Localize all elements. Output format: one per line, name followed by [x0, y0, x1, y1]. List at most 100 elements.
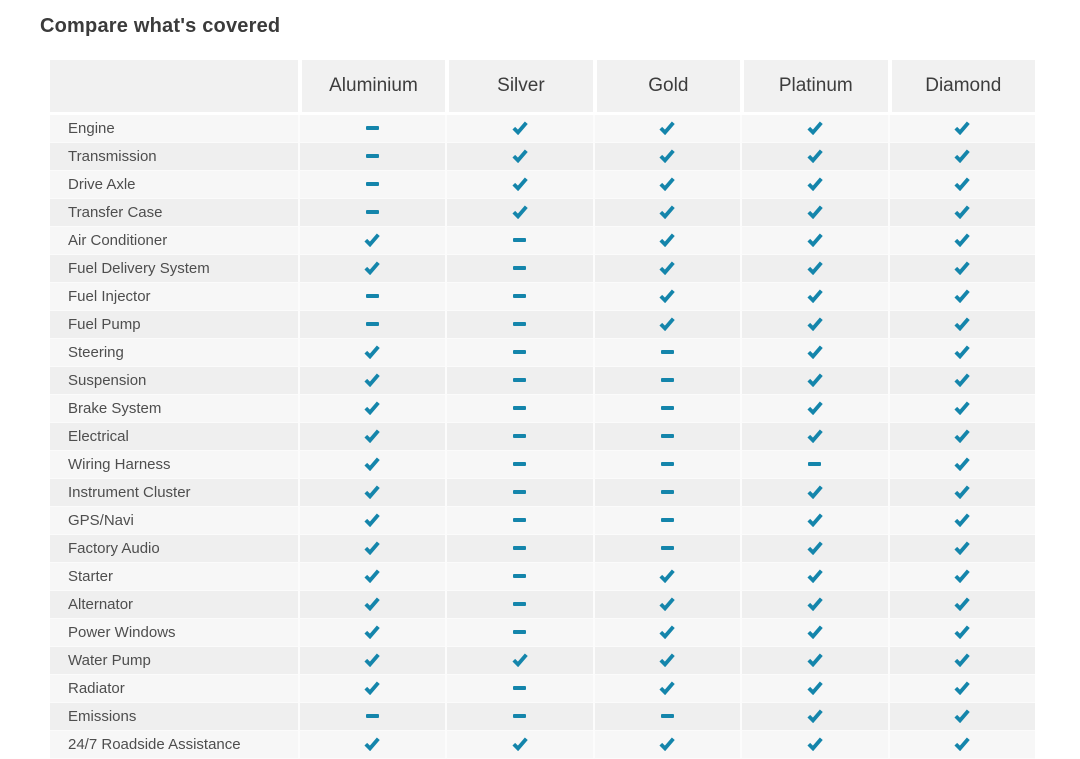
covered-cell: [740, 171, 888, 199]
table-row: Suspension: [50, 367, 1035, 395]
not-covered-cell: [592, 423, 741, 451]
check-icon: [364, 737, 381, 752]
column-header-silver: Silver: [445, 60, 593, 115]
covered-cell: [740, 283, 888, 311]
dash-icon: [660, 518, 674, 523]
covered-cell: [445, 143, 593, 171]
covered-cell: [740, 731, 888, 759]
covered-cell: [297, 535, 446, 563]
check-icon: [954, 457, 970, 472]
dash-icon: [513, 350, 527, 355]
dash-icon: [513, 434, 527, 439]
check-icon: [364, 261, 381, 276]
covered-cell: [592, 731, 741, 759]
table-row: Brake System: [50, 395, 1035, 423]
check-icon: [659, 597, 676, 612]
check-icon: [807, 541, 823, 556]
table-row: Fuel Pump: [50, 311, 1035, 339]
covered-cell: [740, 479, 888, 507]
table-row: Drive Axle: [50, 171, 1035, 199]
table-row: Fuel Delivery System: [50, 255, 1035, 283]
covered-cell: [297, 255, 446, 283]
covered-cell: [592, 283, 741, 311]
check-icon: [512, 177, 528, 192]
check-icon: [659, 177, 676, 192]
check-icon: [954, 121, 970, 136]
check-icon: [512, 737, 528, 752]
covered-cell: [592, 255, 741, 283]
check-icon: [954, 205, 970, 220]
not-covered-cell: [592, 451, 741, 479]
dash-icon: [660, 434, 674, 439]
row-label: Starter: [50, 563, 298, 591]
column-header-gold: Gold: [592, 60, 741, 115]
row-label: Alternator: [50, 591, 298, 619]
check-icon: [807, 121, 823, 136]
row-label: Wiring Harness: [50, 451, 298, 479]
not-covered-cell: [445, 675, 593, 703]
covered-cell: [297, 591, 446, 619]
row-label: Fuel Pump: [50, 311, 298, 339]
dash-icon: [660, 350, 674, 355]
dash-icon: [513, 630, 527, 635]
check-icon: [807, 289, 823, 304]
check-icon: [954, 429, 970, 444]
covered-cell: [297, 451, 446, 479]
covered-cell: [740, 423, 888, 451]
check-icon: [659, 121, 676, 136]
table-row: Fuel Injector: [50, 283, 1035, 311]
dash-icon: [365, 294, 379, 299]
table-row: Starter: [50, 563, 1035, 591]
dash-icon: [513, 490, 527, 495]
covered-cell: [740, 227, 888, 255]
dash-icon: [365, 126, 379, 131]
covered-cell: [297, 647, 446, 675]
covered-cell: [887, 535, 1035, 563]
check-icon: [807, 485, 823, 500]
dash-icon: [365, 210, 379, 215]
covered-cell: [887, 227, 1035, 255]
covered-cell: [887, 451, 1035, 479]
check-icon: [954, 485, 970, 500]
check-icon: [512, 205, 528, 220]
check-icon: [954, 233, 970, 248]
covered-cell: [887, 479, 1035, 507]
not-covered-cell: [297, 143, 446, 171]
table-row: Emissions: [50, 703, 1035, 731]
covered-cell: [887, 619, 1035, 647]
covered-cell: [297, 675, 446, 703]
corner-header-cell: [50, 60, 298, 115]
covered-cell: [740, 367, 888, 395]
check-icon: [659, 625, 676, 640]
not-covered-cell: [592, 395, 741, 423]
table-row: Electrical: [50, 423, 1035, 451]
covered-cell: [887, 171, 1035, 199]
table-row: Air Conditioner: [50, 227, 1035, 255]
check-icon: [659, 289, 676, 304]
covered-cell: [297, 479, 446, 507]
check-icon: [807, 233, 823, 248]
check-icon: [364, 569, 381, 584]
not-covered-cell: [445, 367, 593, 395]
dash-icon: [365, 182, 379, 187]
check-icon: [954, 513, 970, 528]
row-label: Air Conditioner: [50, 227, 298, 255]
covered-cell: [297, 227, 446, 255]
row-label: Suspension: [50, 367, 298, 395]
column-header-aluminium: Aluminium: [297, 60, 446, 115]
dash-icon: [365, 322, 379, 327]
check-icon: [659, 653, 676, 668]
table-row: Engine: [50, 115, 1035, 143]
covered-cell: [297, 395, 446, 423]
check-icon: [954, 261, 970, 276]
covered-cell: [740, 507, 888, 535]
covered-cell: [297, 731, 446, 759]
check-icon: [659, 233, 676, 248]
not-covered-cell: [445, 395, 593, 423]
covered-cell: [592, 591, 741, 619]
dash-icon: [513, 686, 527, 691]
covered-cell: [887, 395, 1035, 423]
dash-icon: [365, 154, 379, 159]
covered-cell: [297, 423, 446, 451]
covered-cell: [740, 535, 888, 563]
